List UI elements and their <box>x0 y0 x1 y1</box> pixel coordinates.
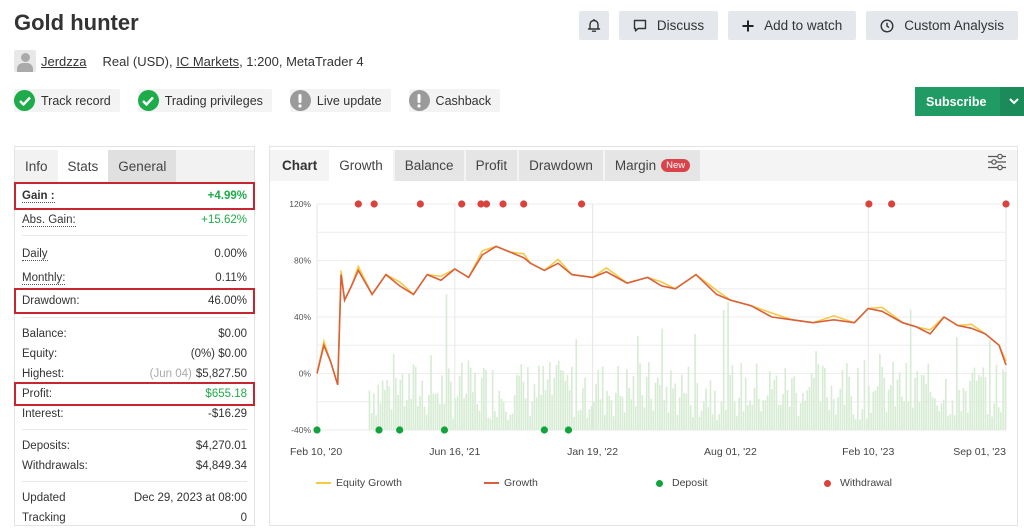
user-link[interactable]: Jerdzza <box>41 53 87 69</box>
exclamation-circle-icon <box>289 90 311 111</box>
stat-abs-gain: Abs. Gain: +15.62% <box>22 213 247 227</box>
stat-daily: Daily 0.00% <box>22 247 247 261</box>
svg-text:80%: 80% <box>294 256 311 266</box>
stat-interest: Interest: -$16.29 <box>22 408 247 420</box>
svg-text:0%: 0% <box>299 369 312 379</box>
legend-growth[interactable]: Growth <box>484 477 656 489</box>
svg-text:Feb 10, '20: Feb 10, '20 <box>290 446 342 458</box>
subscribe-dropdown-button[interactable] <box>1000 87 1024 116</box>
svg-text:Jan 19, '22: Jan 19, '22 <box>567 446 618 458</box>
tab-balance[interactable]: Balance <box>394 150 464 181</box>
chart-settings-button[interactable] <box>987 153 1007 176</box>
badge-label: Track record <box>41 93 111 108</box>
check-circle-icon <box>14 90 35 111</box>
verification-badges: Track record Trading privileges Live upd… <box>14 89 501 112</box>
stat-updated: Updated Dec 29, 2023 at 08:00 <box>22 492 247 504</box>
svg-text:120%: 120% <box>289 199 311 209</box>
add-to-watch-button[interactable]: Add to watch <box>728 11 857 40</box>
stat-balance: Balance: $0.00 <box>22 328 247 340</box>
chart-panel: Chart Growth Balance Profit Drawdown Mar… <box>269 146 1018 526</box>
stat-gain: Gain : +4.99% <box>14 182 255 210</box>
chart-legend: Equity Growth Growth Deposit Withdrawal <box>316 477 892 489</box>
custom-analysis-button[interactable]: Custom Analysis <box>866 11 1018 40</box>
avatar[interactable] <box>14 50 36 72</box>
badge-live-update[interactable]: Live update <box>289 89 391 112</box>
notify-button[interactable] <box>578 11 609 40</box>
badge-cashback[interactable]: Cashback <box>408 89 501 112</box>
svg-text:40%: 40% <box>294 312 311 322</box>
badge-label: Live update <box>316 93 382 108</box>
tab-growth[interactable]: Growth <box>329 150 393 181</box>
page-title: Gold hunter <box>14 10 139 35</box>
top-toolbar: Discuss Add to watch Custom Analysis <box>578 11 1018 40</box>
plus-icon <box>742 20 754 31</box>
check-circle-icon <box>137 90 159 111</box>
account-meta: Jerdzza Real (USD), IC Markets , 1:200 ,… <box>14 50 364 72</box>
stat-monthly: Monthly: 0.11% <box>22 271 247 285</box>
discuss-button[interactable]: Discuss <box>618 11 719 40</box>
stats-tabs: Info Stats General <box>15 150 254 183</box>
stat-withdrawals: Withdrawals: $4,849.34 <box>22 460 247 472</box>
stat-drawdown: Drawdown: 46.00% <box>14 288 255 314</box>
svg-text:Aug 01, '22: Aug 01, '22 <box>704 446 757 458</box>
chat-icon <box>633 19 647 32</box>
subscribe-button[interactable]: Subscribe <box>926 94 987 109</box>
svg-text:Sep 01, '23: Sep 01, '23 <box>953 446 1006 458</box>
chart-label: Chart <box>282 158 318 173</box>
tab-info[interactable]: Info <box>25 159 48 174</box>
badge-trading-privileges[interactable]: Trading privileges <box>137 89 272 112</box>
tab-general[interactable]: General <box>108 150 177 183</box>
leverage: , 1:200 <box>239 53 279 69</box>
badge-label: Cashback <box>435 93 492 108</box>
tab-drawdown[interactable]: Drawdown <box>519 150 603 181</box>
svg-text:Feb 10, '23: Feb 10, '23 <box>842 446 894 458</box>
tab-profit[interactable]: Profit <box>465 150 518 181</box>
tab-stats[interactable]: Stats <box>57 150 109 183</box>
stat-profit: Profit: $655.18 <box>14 382 255 406</box>
legend-equity-growth[interactable]: Equity Growth <box>316 477 484 489</box>
badge-track-record[interactable]: Track record <box>14 89 120 112</box>
stat-highest: Highest: (Jun 04) $5,827.50 <box>22 368 247 380</box>
growth-chart[interactable]: 120% 80% 40% 0% -40% Feb 10, '20 Jun 16, '21 Ja… <box>270 147 1019 477</box>
bell-icon <box>587 19 601 32</box>
badge-label: Trading privileges <box>164 93 263 108</box>
chart-tabs: Chart Growth Balance Profit Drawdown Mar… <box>270 150 1017 181</box>
stat-tracking: Tracking 0 <box>22 512 247 524</box>
account-type: Real (USD), <box>102 53 173 69</box>
subscribe-button-group: Subscribe <box>915 87 1024 116</box>
stat-equity: Equity: (0%) $0.00 <box>22 348 247 360</box>
svg-text:Jun 16, '21: Jun 16, '21 <box>429 446 480 458</box>
svg-text:-40%: -40% <box>291 425 311 435</box>
new-badge: New <box>661 159 691 172</box>
legend-deposit[interactable]: Deposit <box>656 477 824 489</box>
tab-margin[interactable]: Margin New <box>604 150 701 181</box>
clock-icon <box>880 18 894 33</box>
stats-list: Gain : +4.99% Abs. Gain: +15.62% Daily 0… <box>14 182 255 528</box>
chevron-down-icon <box>1009 98 1019 105</box>
platform: , MetaTrader 4 <box>278 53 364 69</box>
stat-deposits: Deposits: $4,270.01 <box>22 440 247 452</box>
legend-withdrawal[interactable]: Withdrawal <box>824 477 892 489</box>
stats-panel: Info Stats General Gain : +4.99% Abs. Ga… <box>14 146 255 526</box>
exclamation-circle-icon <box>408 90 430 111</box>
sliders-icon <box>988 153 1006 171</box>
broker-link[interactable]: IC Markets <box>176 53 240 69</box>
